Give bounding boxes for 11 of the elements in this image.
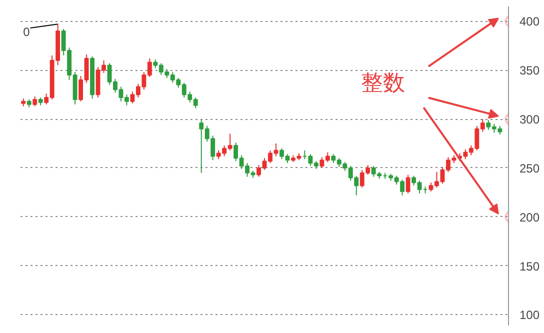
candlestick xyxy=(32,96,38,107)
y-tick-label: 300 xyxy=(520,112,540,127)
y-tick-label: 150 xyxy=(520,259,540,274)
annotation: 整数 xyxy=(360,70,405,96)
annotation: 0 xyxy=(23,24,30,39)
y-tick-label: 350 xyxy=(520,64,540,78)
y-tick-label: 200 xyxy=(520,210,540,224)
y-tick-label: 250 xyxy=(520,161,540,176)
y-tick-label: 100 xyxy=(520,308,540,322)
y-tick-label: 400 xyxy=(520,14,540,29)
candlestick xyxy=(406,174,410,194)
